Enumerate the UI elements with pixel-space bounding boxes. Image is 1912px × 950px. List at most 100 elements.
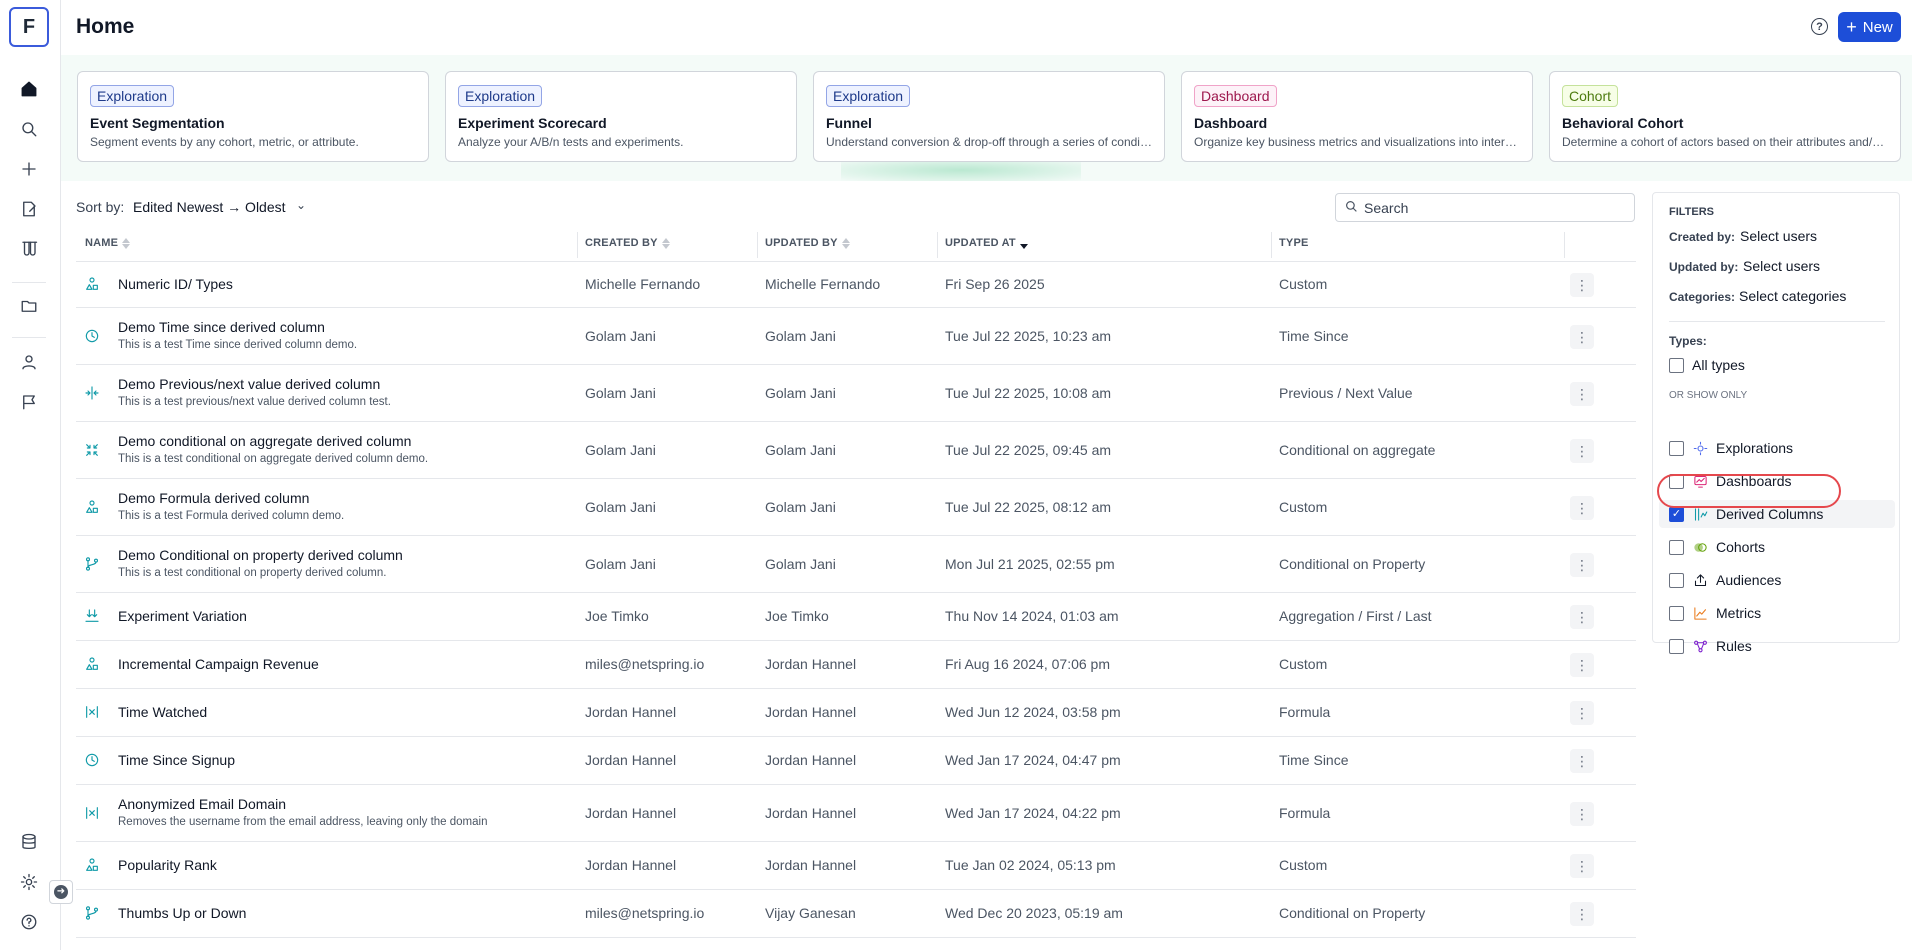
branch-icon	[84, 556, 102, 574]
row-updated-at: Wed Dec 20 2023, 05:19 am	[945, 905, 1123, 921]
row-name[interactable]: Numeric ID/ Types	[118, 276, 233, 292]
updated-by-select[interactable]: Select users	[1743, 258, 1821, 274]
type-checkbox[interactable]	[1669, 606, 1684, 621]
row-menu-button[interactable]: ⋮	[1570, 552, 1594, 577]
type-checkbox[interactable]	[1669, 573, 1684, 588]
home-icon[interactable]	[16, 76, 42, 102]
flag-icon[interactable]	[16, 389, 42, 415]
row-name[interactable]: Demo Time since derived column	[118, 319, 325, 335]
table-row[interactable]: Popularity Rank Jordan Hannel Jordan Han…	[76, 842, 1636, 890]
row-type: Conditional on Property	[1279, 905, 1426, 921]
row-menu-button[interactable]: ⋮	[1570, 701, 1594, 725]
row-name[interactable]: Time Watched	[118, 704, 208, 720]
table-row[interactable]: Thumbs Up or Down miles@netspring.io Vij…	[76, 890, 1636, 938]
created-by-select[interactable]: Select users	[1740, 228, 1818, 244]
row-menu-button[interactable]: ⋮	[1570, 381, 1594, 406]
categories-select[interactable]: Select categories	[1739, 288, 1847, 304]
row-name[interactable]: Time Since Signup	[118, 752, 235, 768]
column-header-updated-at[interactable]: UPDATED AT	[945, 237, 1028, 249]
chevron-down-icon[interactable]: ⌄	[296, 198, 307, 212]
table-row[interactable]: Experiment Variation Joe Timko Joe Timko…	[76, 593, 1636, 641]
row-name[interactable]: Popularity Rank	[118, 857, 217, 873]
type-checkbox[interactable]	[1669, 540, 1684, 555]
type-checkbox[interactable]: ✓	[1669, 507, 1684, 522]
row-name[interactable]: Demo conditional on aggregate derived co…	[118, 433, 412, 449]
template-card-dashboard[interactable]: Dashboard Dashboard Organize key busines…	[1181, 71, 1533, 162]
filter-type-derived-columns[interactable]: ✓ Derived Columns	[1659, 500, 1895, 528]
row-name[interactable]: Incremental Campaign Revenue	[118, 656, 319, 672]
template-tag: Dashboard	[1194, 85, 1277, 107]
help-button[interactable]: ?	[1811, 18, 1828, 35]
created-by-filter: Created by: Select users	[1669, 228, 1817, 244]
row-updated-at: Tue Jul 22 2025, 10:08 am	[945, 384, 1112, 401]
column-header-type[interactable]: TYPE	[1279, 237, 1309, 249]
sort-descending-icon	[1019, 238, 1028, 249]
row-menu-button[interactable]: ⋮	[1570, 495, 1594, 520]
expand-sidebar-button[interactable]: ➜	[49, 880, 73, 904]
template-card-behavioral-cohort[interactable]: Cohort Behavioral Cohort Determine a coh…	[1549, 71, 1901, 162]
row-name[interactable]: Thumbs Up or Down	[118, 905, 247, 921]
row-updated-by: Jordan Hannel	[765, 857, 857, 873]
table-row[interactable]: Numeric ID/ Types Michelle Fernando Mich…	[76, 262, 1636, 308]
database-icon[interactable]	[16, 829, 42, 855]
column-header-name[interactable]: NAME	[85, 237, 131, 249]
left-rail: F	[0, 0, 73, 950]
row-name[interactable]: Demo Formula derived column	[118, 490, 310, 506]
user-icon[interactable]	[16, 349, 42, 375]
row-menu-button[interactable]: ⋮	[1570, 902, 1594, 926]
type-checkbox[interactable]	[1669, 639, 1684, 654]
table-row[interactable]: Demo Time since derived column This is a…	[76, 308, 1636, 365]
all-types-checkbox[interactable]	[1669, 358, 1684, 373]
template-card-funnel[interactable]: Exploration Funnel Understand conversion…	[813, 71, 1165, 162]
row-created-by: Golam Jani	[585, 498, 656, 515]
row-menu-button[interactable]: ⋮	[1570, 605, 1594, 629]
lab-icon[interactable]	[16, 236, 42, 262]
table-row[interactable]: Incremental Campaign Revenue miles@netsp…	[76, 641, 1636, 689]
help-icon[interactable]	[16, 909, 42, 935]
filter-type-audiences[interactable]: Audiences	[1659, 566, 1895, 594]
column-header-created-by[interactable]: CREATED BY	[585, 237, 670, 249]
table-row[interactable]: Demo conditional on aggregate derived co…	[76, 422, 1636, 479]
row-menu-button[interactable]: ⋮	[1570, 653, 1594, 677]
plus-icon[interactable]	[16, 156, 42, 182]
new-button[interactable]: + New	[1838, 12, 1901, 42]
row-menu-button[interactable]: ⋮	[1570, 273, 1594, 297]
table-row[interactable]: Anonymized Email Domain Removes the user…	[76, 785, 1636, 842]
template-card-experiment-scorecard[interactable]: Exploration Experiment Scorecard Analyze…	[445, 71, 797, 162]
row-menu-button[interactable]: ⋮	[1570, 438, 1594, 463]
filter-all-types[interactable]: All types	[1659, 351, 1895, 379]
row-name[interactable]: Anonymized Email Domain	[118, 796, 287, 812]
sort-dropdown[interactable]: Edited Newest → Oldest	[133, 199, 286, 215]
row-menu-button[interactable]: ⋮	[1570, 749, 1594, 773]
row-name[interactable]: Experiment Variation	[118, 608, 247, 624]
filter-type-explorations[interactable]: Explorations	[1659, 434, 1895, 462]
categories-label: Categories:	[1669, 290, 1736, 304]
row-updated-at: Mon Jul 21 2025, 02:55 pm	[945, 555, 1115, 572]
table-row[interactable]: Demo Formula derived column This is a te…	[76, 479, 1636, 536]
template-title: Behavioral Cohort	[1562, 115, 1684, 131]
search-icon[interactable]	[16, 116, 42, 142]
folder-icon[interactable]	[16, 293, 42, 319]
row-menu-button[interactable]: ⋮	[1570, 801, 1594, 826]
table-row[interactable]: Demo Previous/next value derived column …	[76, 365, 1636, 422]
table-row[interactable]: Time Since Signup Jordan Hannel Jordan H…	[76, 737, 1636, 785]
row-name[interactable]: Demo Conditional on property derived col…	[118, 547, 403, 563]
search-input[interactable]	[1364, 197, 1624, 219]
filter-type-rules[interactable]: Rules	[1659, 632, 1895, 660]
gear-icon[interactable]	[16, 869, 42, 895]
notebook-icon[interactable]	[16, 196, 42, 222]
row-menu-button[interactable]: ⋮	[1570, 854, 1594, 878]
row-description: This is a test Time since derived column…	[118, 339, 358, 351]
search-icon	[1346, 201, 1357, 212]
download-icon	[84, 608, 102, 626]
column-header-updated-by[interactable]: UPDATED BY	[765, 237, 850, 249]
type-checkbox[interactable]	[1669, 441, 1684, 456]
row-menu-button[interactable]: ⋮	[1570, 324, 1594, 349]
row-name[interactable]: Demo Previous/next value derived column	[118, 376, 381, 392]
filter-type-metrics[interactable]: Metrics	[1659, 599, 1895, 627]
table-row[interactable]: Demo Conditional on property derived col…	[76, 536, 1636, 593]
filter-type-cohorts[interactable]: Cohorts	[1659, 533, 1895, 561]
app-logo[interactable]: F	[9, 7, 49, 47]
table-row[interactable]: Time Watched Jordan Hannel Jordan Hannel…	[76, 689, 1636, 737]
template-card-event-segmentation[interactable]: Exploration Event Segmentation Segment e…	[77, 71, 429, 162]
